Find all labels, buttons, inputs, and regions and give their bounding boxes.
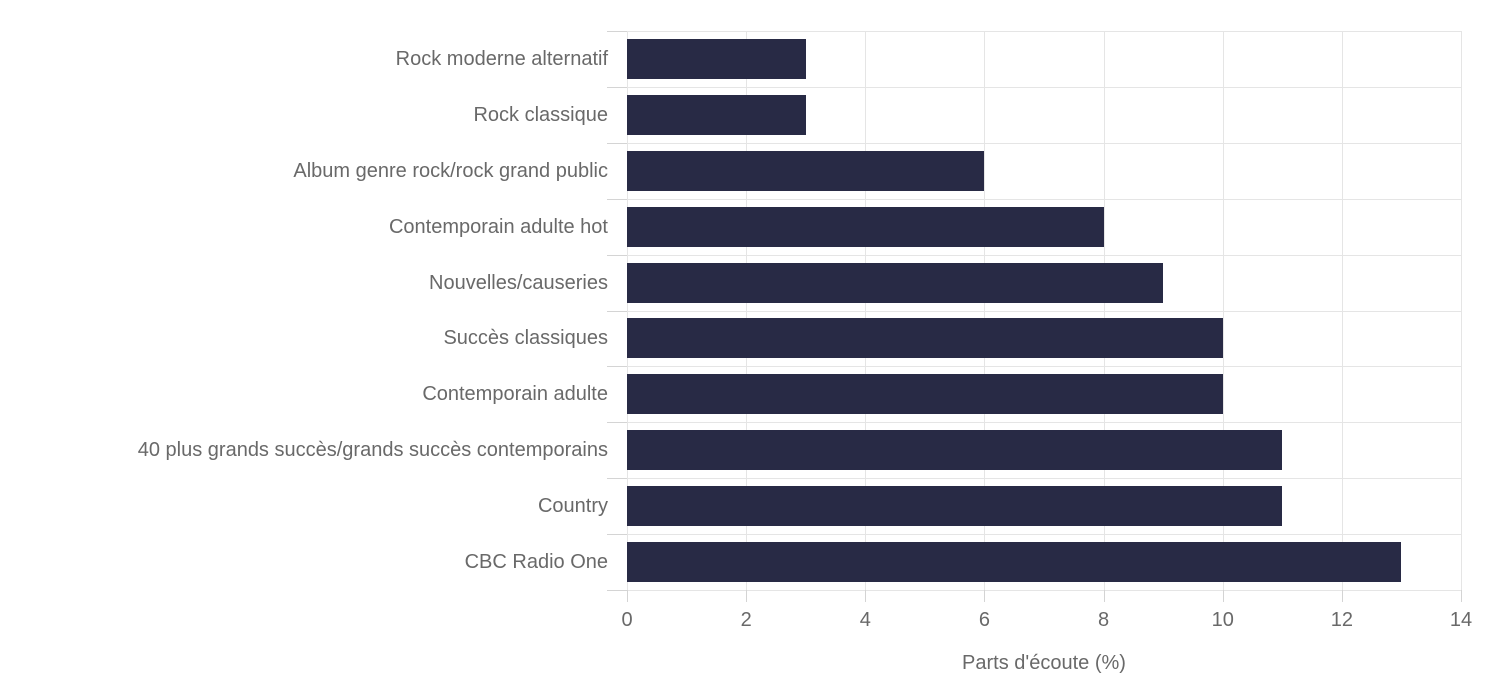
h-gridline <box>627 31 1461 32</box>
category-label: Contemporain adulte <box>422 383 608 406</box>
y-axis-tick <box>607 478 627 480</box>
h-gridline <box>627 86 1461 88</box>
category-label: Rock classique <box>473 103 608 126</box>
x-tick-label: 6 <box>978 609 990 631</box>
bar <box>627 38 806 79</box>
category-label: CBC Radio One <box>464 551 608 574</box>
bar <box>627 486 1283 527</box>
bar <box>627 206 1104 247</box>
bar <box>627 318 1223 359</box>
y-axis-tick <box>607 31 627 32</box>
x-tick-label: 4 <box>859 609 871 631</box>
h-gridline <box>627 198 1461 200</box>
v-gridline <box>627 31 628 590</box>
y-axis-tick <box>607 198 627 200</box>
h-gridline <box>627 478 1461 480</box>
x-tick-label: 8 <box>1098 609 1110 631</box>
y-axis-tick <box>607 254 627 256</box>
x-tick-label: 12 <box>1330 609 1353 631</box>
y-axis-tick <box>607 142 627 144</box>
category-label: Contemporain adulte hot <box>388 215 608 238</box>
v-gridline <box>984 31 986 590</box>
x-tick-label: 2 <box>740 609 752 631</box>
category-label: Album genre rock/rock grand public <box>293 159 608 182</box>
x-axis-tick <box>627 590 628 602</box>
category-label: Rock moderne alternatif <box>395 47 608 70</box>
x-axis-tick <box>984 590 986 602</box>
x-axis-tick <box>1103 590 1105 602</box>
y-axis-tick <box>607 366 627 368</box>
y-axis-tick <box>607 86 627 88</box>
v-gridline <box>865 31 867 590</box>
y-axis-tick <box>607 422 627 424</box>
v-gridline <box>1341 31 1343 590</box>
h-gridline <box>627 590 1461 591</box>
h-gridline <box>627 254 1461 256</box>
bar <box>627 150 985 191</box>
y-axis-tick <box>607 534 627 536</box>
h-gridline <box>627 366 1461 368</box>
v-gridline <box>1103 31 1105 590</box>
category-label: Succès classiques <box>443 327 608 350</box>
h-gridline <box>627 534 1461 536</box>
v-gridline <box>1222 31 1224 590</box>
h-gridline <box>627 422 1461 424</box>
bar <box>627 542 1402 583</box>
y-axis-tick <box>607 310 627 312</box>
y-axis-tick <box>607 590 627 591</box>
x-tick-label: 0 <box>621 609 633 631</box>
bar <box>627 94 806 135</box>
category-label: 40 plus grands succès/grands succès cont… <box>137 439 608 462</box>
h-gridline <box>627 142 1461 144</box>
v-gridline <box>746 31 748 590</box>
x-axis-tick <box>865 590 867 602</box>
x-axis-title: Parts d'écoute (%) <box>962 652 1126 674</box>
x-tick-label: 14 <box>1449 609 1473 631</box>
x-tick-label: 10 <box>1211 609 1234 631</box>
category-label: Nouvelles/causeries <box>429 271 608 294</box>
bar <box>627 430 1283 471</box>
x-axis-tick <box>1222 590 1224 602</box>
h-gridline <box>627 310 1461 312</box>
v-gridline <box>1461 31 1462 590</box>
bar <box>627 262 1164 303</box>
x-axis-tick <box>1461 590 1462 602</box>
category-label: Country <box>537 495 608 518</box>
x-axis-tick <box>1341 590 1343 602</box>
x-axis-tick <box>746 590 748 602</box>
bar <box>627 374 1223 415</box>
